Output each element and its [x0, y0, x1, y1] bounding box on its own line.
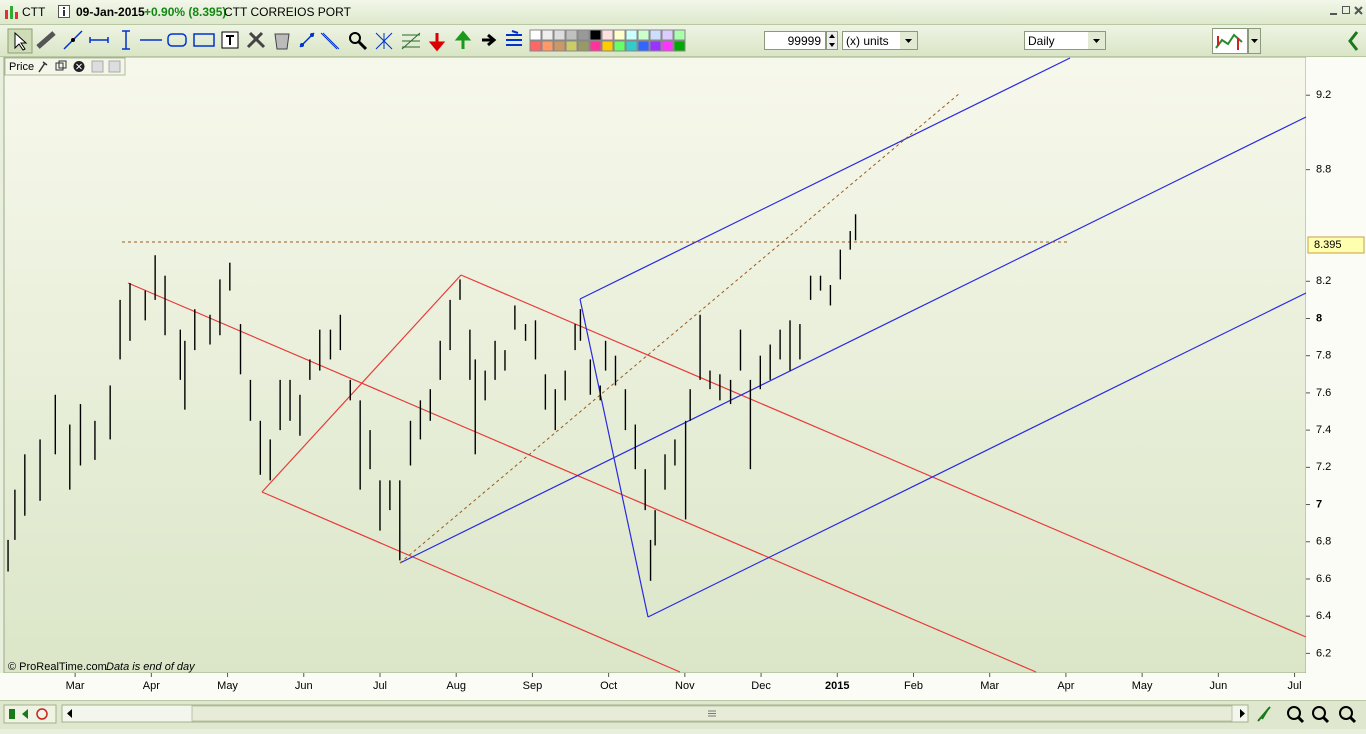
x-tick-label: Jun	[295, 680, 313, 692]
y-tick-label: 6.2	[1316, 647, 1331, 659]
x-tick-label: 2015	[825, 680, 849, 692]
y-tick-label: 8	[1316, 312, 1322, 324]
x-tick-label: Apr	[143, 680, 160, 692]
x-tick-label: Jun	[1209, 680, 1227, 692]
color-palette[interactable]	[529, 29, 686, 52]
last-price-box	[1307, 236, 1365, 254]
info-icon[interactable]	[58, 5, 70, 18]
y-tick-label: 7.2	[1316, 461, 1331, 473]
chart: Price © ProRealTime.com Data is end of d…	[0, 57, 1366, 700]
x-tick-label: Oct	[600, 680, 617, 692]
panel-header: Price	[4, 57, 126, 76]
plot-area	[3, 57, 1307, 674]
x-tick-label: Apr	[1057, 680, 1074, 692]
y-tick-label: 7.6	[1316, 387, 1331, 399]
x-tick-label: Aug	[446, 680, 466, 692]
y-axis-area	[1306, 57, 1366, 673]
y-tick-label: 6.6	[1316, 573, 1331, 585]
blue-pitchfork	[399, 57, 1307, 618]
y-tick-label: 6.4	[1316, 610, 1331, 622]
y-tick-label: 9.2	[1316, 89, 1331, 101]
x-tick-label: Mar	[66, 680, 85, 692]
toolbar: 99999 (x) units Daily	[0, 25, 1366, 57]
panel-label: Price	[9, 61, 34, 73]
units-count[interactable]: 99999	[764, 31, 826, 50]
spinner[interactable]	[826, 31, 838, 50]
instrument-name: CTT CORREIOS PORT	[224, 5, 351, 19]
y-tick-label: 8.2	[1316, 275, 1331, 287]
y-tick-label: 7	[1316, 498, 1322, 510]
x-tick-label: Dec	[751, 680, 771, 692]
dashed-trendline	[399, 92, 961, 564]
trend-drawings	[7, 57, 1307, 673]
x-tick-label: May	[1132, 680, 1153, 692]
x-tick-label: Mar	[980, 680, 999, 692]
x-tick-label: Jul	[373, 680, 387, 692]
units-select[interactable]: (x) units	[842, 31, 918, 50]
app-icon	[5, 6, 18, 19]
dropdown-arrow[interactable]	[1088, 32, 1105, 49]
y-tick-label: 7.8	[1316, 350, 1331, 362]
date: 09-Jan-2015	[76, 5, 145, 19]
scrollbar	[0, 700, 1366, 729]
x-tick-label: Nov	[675, 680, 695, 692]
period-select[interactable]: Daily	[1024, 31, 1106, 50]
last-price-label: 8.395	[1314, 239, 1342, 251]
y-tick-label: 6.8	[1316, 536, 1331, 548]
drawing-tools[interactable]	[0, 25, 700, 56]
x-tick-label: Jul	[1288, 680, 1302, 692]
red-pitchfork	[127, 274, 1307, 673]
data-note: Data is end of day	[106, 661, 196, 673]
x-axis-area	[0, 673, 1366, 700]
title-bar: CTT 09-Jan-2015 +0.90% (8.395) CTT CORRE…	[0, 0, 1366, 25]
y-tick-label: 8.8	[1316, 164, 1331, 176]
scroll-controls[interactable]	[0, 701, 1366, 729]
chart-style-button[interactable]	[1212, 28, 1262, 54]
y-tick-label: 7.4	[1316, 424, 1331, 436]
symbol: CTT	[22, 5, 46, 19]
sidebar-button[interactable]	[1342, 29, 1364, 53]
change: +0.90% (8.395)	[144, 5, 227, 19]
copyright: © ProRealTime.com	[8, 661, 107, 673]
x-tick-label: Sep	[523, 680, 543, 692]
dropdown-arrow[interactable]	[900, 32, 917, 49]
x-tick-label: May	[217, 680, 238, 692]
x-tick-label: Feb	[904, 680, 923, 692]
window-buttons[interactable]	[1328, 4, 1364, 18]
